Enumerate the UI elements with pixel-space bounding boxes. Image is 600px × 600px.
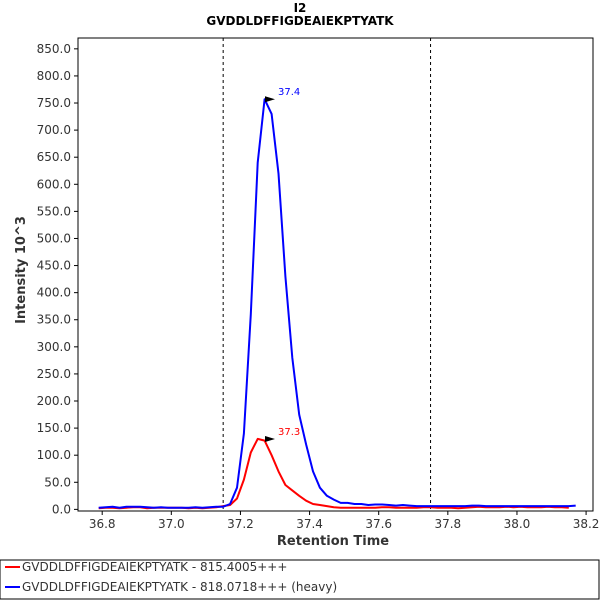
legend: GVDDLDFFIGDEAIEKPTYATK - 815.4005+++ GVD… [0,559,600,600]
legend-entry-light: GVDDLDFFIGDEAIEKPTYATK - 815.4005+++ [22,560,287,574]
peak-label-light: 37.3 [278,427,300,438]
chart-subtitle: GVDDLDFFIGDEAIEKPTYATK [206,14,394,28]
y-tick-label: 150.0 [37,421,71,435]
peak-label-heavy: 37.4 [278,87,300,98]
x-tick-label: 38.2 [573,517,600,531]
y-tick-label: 850.0 [37,42,71,56]
y-tick-label: 50.0 [44,475,71,489]
legend-entry-heavy: GVDDLDFFIGDEAIEKPTYATK - 818.0718+++ (he… [22,580,337,594]
y-tick-label: 250.0 [37,367,71,381]
x-tick-label: 37.0 [158,517,185,531]
y-tick-label: 100.0 [37,448,71,462]
y-tick-label: 300.0 [37,340,71,354]
x-tick-label: 36.8 [89,517,116,531]
chart-title: I2 [294,1,307,15]
y-tick-label: 750.0 [37,96,71,110]
y-tick-label: 550.0 [37,204,71,218]
y-axis-label: Intensity 10^3 [14,216,29,324]
y-tick-label: 500.0 [37,231,71,245]
x-axis-label: Retention Time [277,534,389,549]
peak-marker-light [265,435,276,442]
y-tick-label: 400.0 [37,286,71,300]
y-tick-label: 650.0 [37,150,71,164]
x-tick-label: 37.6 [365,517,392,531]
legend-box [0,559,600,600]
x-tick-label: 37.8 [434,517,461,531]
y-tick-label: 0.0 [52,502,71,516]
y-tick-label: 700.0 [37,123,71,137]
y-tick-label: 200.0 [37,394,71,408]
plot-area: 0.0 50.0 100.0 150.0 200.0 250.0 300.0 350.0 400… [37,37,600,531]
x-tick-label: 38.0 [504,517,531,531]
y-tick-label: 350.0 [37,313,71,327]
x-tick-label: 37.4 [296,517,323,531]
series-line-heavy [98,98,576,509]
x-tick-label: 37.2 [227,517,254,531]
y-tick-label: 450.0 [37,259,71,273]
peak-marker-heavy [265,96,276,103]
y-tick-label: 800.0 [37,69,71,83]
y-tick-label: 600.0 [37,177,71,191]
plot-frame [77,37,594,512]
